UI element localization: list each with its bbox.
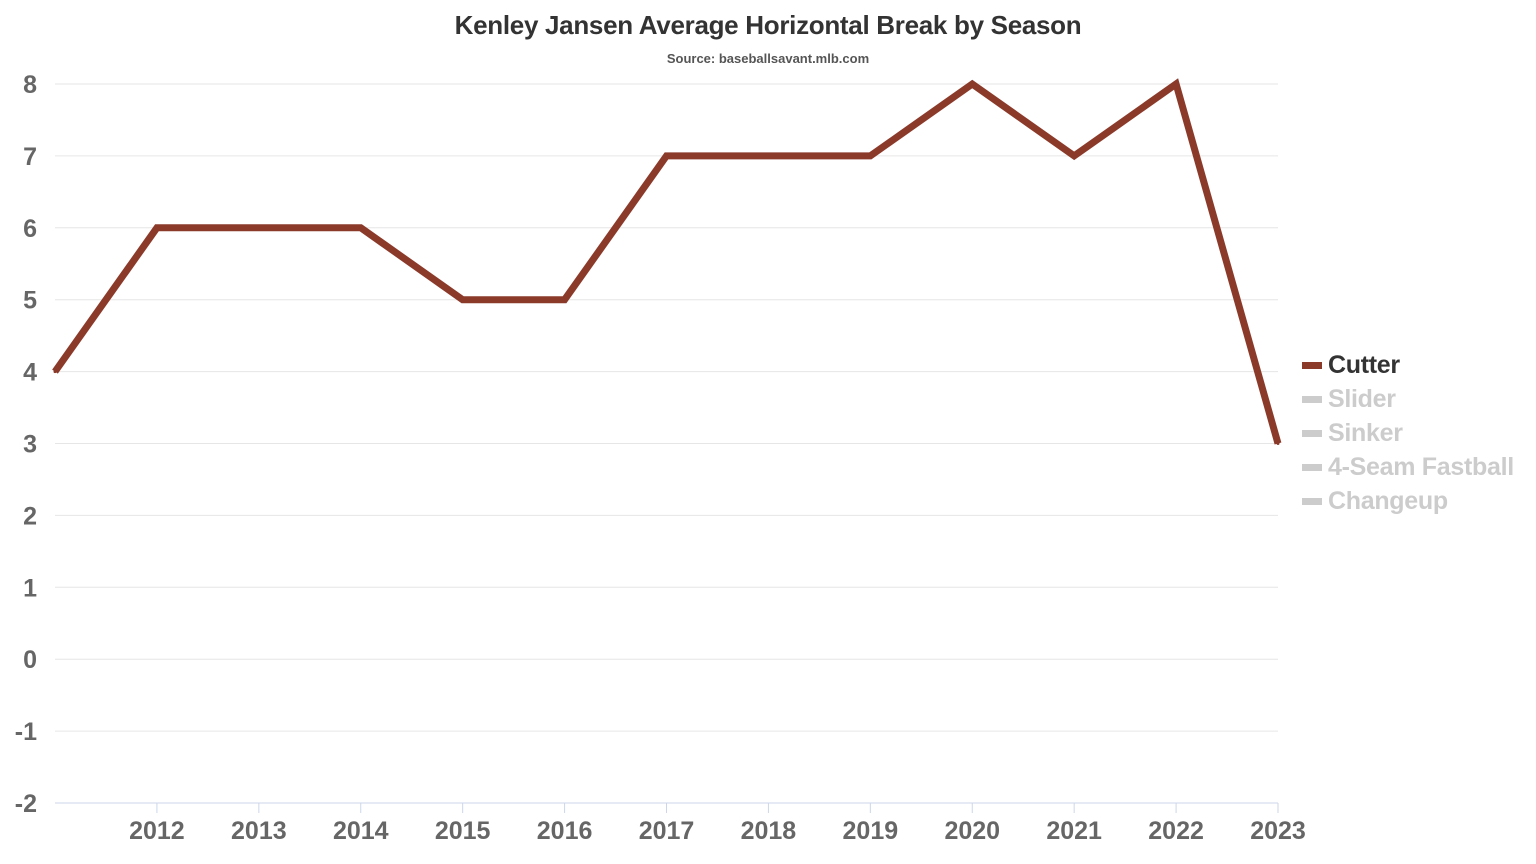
data-point[interactable] (970, 82, 974, 86)
series-line-cutter[interactable] (52, 78, 1282, 445)
y-axis: 8 7 6 5 4 3 2 1 0 -1 -2 (15, 71, 37, 818)
data-point[interactable] (1276, 442, 1280, 445)
y-tick-label: 5 (23, 287, 37, 315)
data-point[interactable] (563, 298, 567, 302)
x-tick-label: 2021 (1046, 817, 1102, 845)
legend-label: Slider (1328, 385, 1396, 413)
legend-label: 4-Seam Fastball (1328, 453, 1514, 481)
x-tick-label: 2020 (944, 817, 1000, 845)
legend-swatch (1302, 497, 1322, 505)
y-tick-label: 3 (23, 431, 37, 459)
chart-title: Kenley Jansen Average Horizontal Break b… (454, 10, 1082, 40)
legend-swatch (1302, 463, 1322, 471)
legend-label: Changeup (1328, 487, 1448, 515)
x-tick-label: 2023 (1250, 817, 1306, 845)
x-tick-label: 2016 (537, 817, 593, 845)
y-tick-label: 8 (23, 71, 37, 99)
legend-label: Sinker (1328, 419, 1403, 447)
y-tick-label: -1 (15, 718, 37, 746)
x-axis: 2012 2013 2014 2015 2016 2017 2018 2019 2020 2021… (129, 803, 1306, 845)
x-tick-label: 2015 (435, 817, 491, 845)
x-tick-label: 2017 (639, 817, 695, 845)
data-point[interactable] (1174, 82, 1178, 86)
data-point[interactable] (359, 226, 363, 230)
data-point[interactable] (257, 226, 261, 230)
y-tick-label: 4 (23, 359, 37, 387)
legend-swatch (1302, 395, 1322, 403)
data-point[interactable] (53, 370, 57, 374)
legend-label: Cutter (1328, 351, 1400, 379)
legend-item-slider[interactable]: Slider (1302, 382, 1532, 416)
y-tick-label: 6 (23, 215, 37, 243)
x-tick-label: 2019 (843, 817, 899, 845)
y-tick-label: 2 (23, 502, 37, 530)
legend-swatch (1302, 361, 1322, 369)
data-point[interactable] (461, 298, 465, 302)
legend-item-sinker[interactable]: Sinker (1302, 416, 1532, 450)
legend: Cutter Slider Sinker 4-Seam Fastball Changeu… (1302, 348, 1532, 518)
y-tick-label: 0 (23, 646, 37, 674)
legend-item-4-seam-fastball[interactable]: 4-Seam Fastball (1302, 450, 1532, 484)
x-tick-label: 2022 (1148, 817, 1204, 845)
y-tick-label: 7 (23, 143, 37, 171)
data-point[interactable] (1072, 154, 1076, 158)
x-tick-label: 2012 (129, 817, 185, 845)
x-tick-label: 2018 (741, 817, 797, 845)
grid-lines (55, 83, 1278, 804)
legend-item-changeup[interactable]: Changeup (1302, 484, 1532, 518)
x-tick-label: 2013 (231, 817, 287, 845)
y-tick-label: 1 (23, 574, 37, 602)
data-point[interactable] (155, 226, 159, 230)
y-tick-label: -2 (15, 790, 37, 818)
x-tick-label: 2014 (333, 817, 389, 845)
legend-swatch (1302, 429, 1322, 437)
chart-subtitle: Source: baseballsavant.mlb.com (666, 51, 870, 66)
legend-item-cutter[interactable]: Cutter (1302, 348, 1532, 382)
data-point[interactable] (766, 154, 770, 158)
data-point[interactable] (665, 154, 668, 158)
data-point[interactable] (868, 154, 872, 158)
series-lines (52, 78, 1282, 445)
